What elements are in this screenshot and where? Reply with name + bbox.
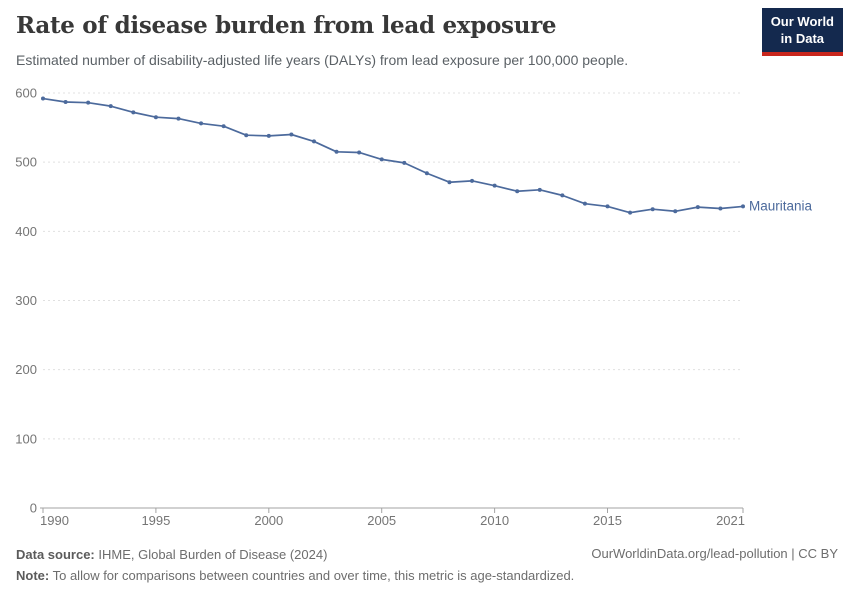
svg-text:1995: 1995 <box>141 513 170 528</box>
chart-footer: Data source: IHME, Global Burden of Dise… <box>16 544 834 586</box>
svg-text:200: 200 <box>15 362 37 377</box>
svg-text:2000: 2000 <box>254 513 283 528</box>
svg-text:400: 400 <box>15 224 37 239</box>
line-chart-svg[interactable]: 0 100 200 300 400 500 600 1990 1995 2000 2005 2010 2… <box>0 85 850 530</box>
svg-text:100: 100 <box>15 431 37 446</box>
owid-logo: Our World in Data <box>761 8 843 56</box>
note-line: Note: To allow for comparisons between c… <box>16 565 834 586</box>
data-source-line: Data source: IHME, Global Burden of Dise… <box>16 544 834 565</box>
svg-text:600: 600 <box>15 86 37 101</box>
data-source-label: Data source: <box>16 547 95 562</box>
note-label: Note: <box>16 568 50 583</box>
logo-line-1: Our World <box>770 14 834 29</box>
svg-text:1990: 1990 <box>40 513 69 528</box>
svg-text:300: 300 <box>15 293 37 308</box>
data-source-text: IHME, Global Burden of Disease (2024) <box>98 547 328 562</box>
note-text: To allow for comparisons between countri… <box>52 568 575 583</box>
svg-text:2021: 2021 <box>716 513 745 528</box>
svg-text:500: 500 <box>15 155 37 170</box>
svg-text:2015: 2015 <box>593 513 622 528</box>
logo-line-2: in Data <box>780 30 825 46</box>
line-chart[interactable]: 0 100 200 300 400 500 600 1990 1995 2000 2005 2010 2… <box>0 85 850 530</box>
svg-text:2005: 2005 <box>367 513 396 528</box>
svg-text:2010: 2010 <box>480 513 509 528</box>
page-title: Rate of disease burden from lead exposur… <box>16 12 557 39</box>
series-end-label: Mauritania <box>749 198 813 213</box>
chart-subtitle: Estimated number of disability-adjusted … <box>16 52 629 68</box>
svg-text:0: 0 <box>30 501 37 516</box>
footer-link[interactable]: OurWorldinData.org/lead-pollution | CC B… <box>591 546 838 561</box>
